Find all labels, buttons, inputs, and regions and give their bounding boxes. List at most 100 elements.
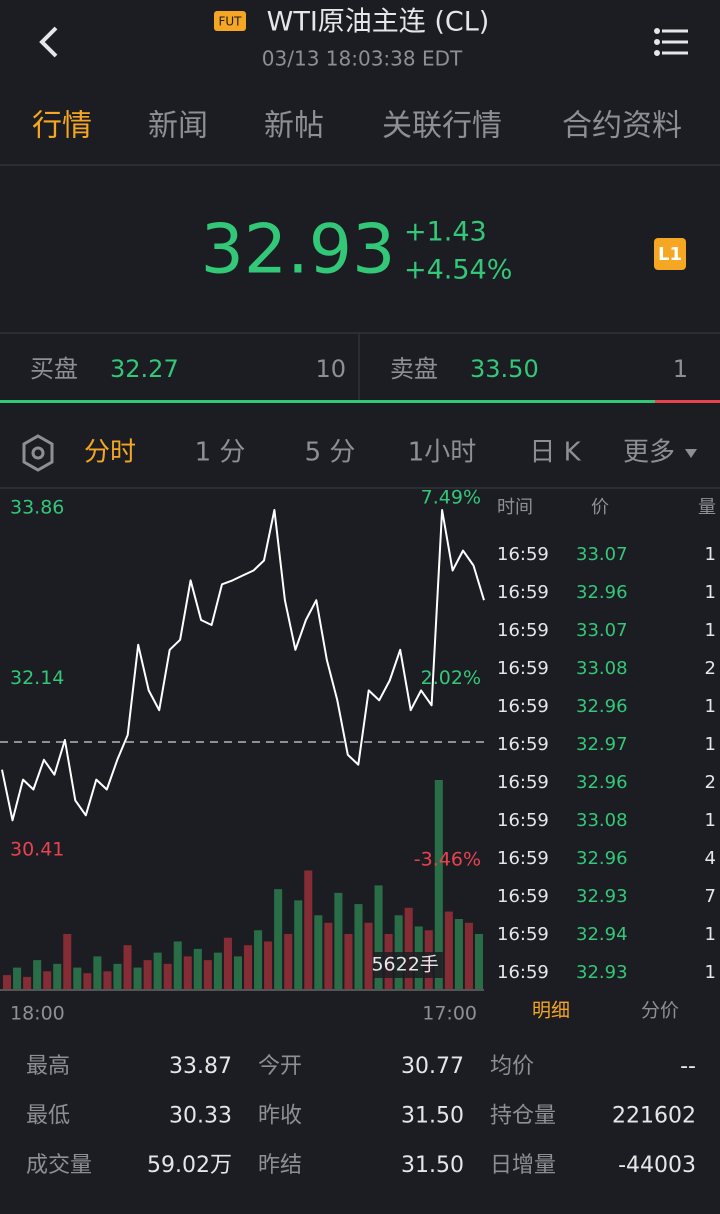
trade-cell: 16:59 xyxy=(497,810,549,831)
tab[interactable]: 关联行情 xyxy=(382,109,502,144)
trade-cell: 32.97 xyxy=(576,734,628,755)
change-pct: +4.54% xyxy=(404,255,512,286)
volume-bar xyxy=(173,941,182,990)
stats-table: 最高 33.87 今开 30.77 均价 -- 最低 30.33 昨收 31.50 持仓量 22160… xyxy=(26,1054,696,1178)
x-tick-label: 18:00 xyxy=(10,1003,65,1025)
volume-bar xyxy=(53,963,62,990)
trade-cell: 16:59 xyxy=(497,848,549,869)
volume-bar xyxy=(434,780,443,990)
volume-bar xyxy=(223,937,232,990)
trade-cell: 16:59 xyxy=(497,772,549,793)
volume-bar xyxy=(153,952,162,990)
trade-cell: 32.93 xyxy=(576,886,628,907)
tab[interactable]: 新帖 xyxy=(264,109,324,144)
volume-bar xyxy=(33,960,42,990)
x-tick-label: 17:00 xyxy=(422,1003,477,1025)
trade-cell: 7 xyxy=(705,886,716,907)
percent-tick-label: 7.49% xyxy=(421,487,481,509)
last-price: 32.93 xyxy=(201,211,396,290)
trade-cell: 32.93 xyxy=(576,962,628,983)
level-badge-bg xyxy=(654,238,686,270)
tab[interactable]: 新闻 xyxy=(148,109,208,144)
y-tick-label: 33.86 xyxy=(10,497,64,519)
trade-cell: 2 xyxy=(705,772,716,793)
stat-label: 成交量 xyxy=(26,1153,92,1178)
volume-bar xyxy=(254,930,263,990)
settings-icon[interactable] xyxy=(22,434,54,472)
trade-cell: 32.96 xyxy=(576,848,628,869)
back-button[interactable] xyxy=(39,26,58,58)
tab[interactable]: 合约资料 xyxy=(562,109,682,144)
stat-label: 昨结 xyxy=(258,1153,302,1178)
stat-label: 均价 xyxy=(490,1054,534,1079)
trade-cell: 1 xyxy=(705,620,716,641)
period-tab[interactable]: 1 分 xyxy=(195,438,246,468)
trade-cell: 16:59 xyxy=(497,962,549,983)
period-tabs: 分时 1 分 5 分 1小时 日 K 更多 xyxy=(84,438,675,468)
stat-value: 31.50 xyxy=(401,1104,464,1129)
volume-bar xyxy=(73,967,82,990)
trade-list: 时间 价 量 16:59 33.07 1 16:59 32.96 1 16:59 33.07 1 16:… xyxy=(497,497,716,1022)
percent-tick-label: 2.02% xyxy=(421,667,481,689)
tab-bar: 行情 新闻 新帖 关联行情 合约资料 xyxy=(32,109,682,144)
trade-cell: 1 xyxy=(705,810,716,831)
trade-cell: 33.07 xyxy=(576,620,628,641)
trade-cell: 1 xyxy=(705,924,716,945)
trade-header: 时间 xyxy=(497,497,533,518)
volume-bar xyxy=(103,971,112,990)
period-tab[interactable]: 1小时 xyxy=(408,438,477,468)
volume-bar xyxy=(314,915,323,990)
volume-bar xyxy=(304,870,313,990)
volume-bar xyxy=(474,933,483,990)
volume-bar xyxy=(364,922,373,990)
stat-label: 今开 xyxy=(258,1054,302,1079)
trade-cell: 33.08 xyxy=(576,658,628,679)
period-tab[interactable]: 5 分 xyxy=(305,438,356,468)
price-line xyxy=(1,509,485,822)
change: +1.43 xyxy=(404,217,487,248)
volume-bar xyxy=(264,941,273,990)
tab[interactable]: 行情 xyxy=(32,109,92,144)
stat-value: -44003 xyxy=(618,1153,696,1178)
dropdown-arrow[interactable] xyxy=(685,449,697,458)
stat-value: 31.50 xyxy=(401,1153,464,1178)
title: WTI原油主连 (CL) xyxy=(267,7,490,38)
volume-bar xyxy=(444,911,453,990)
volume-bar xyxy=(404,907,413,990)
trade-cell: 32.96 xyxy=(576,696,628,717)
volume-bar xyxy=(193,948,202,990)
trade-tab[interactable]: 明细 xyxy=(532,1000,570,1022)
trade-cell: 1 xyxy=(705,544,716,565)
period-tab[interactable]: 更多 xyxy=(623,438,675,468)
fut-badge: FUT xyxy=(218,15,242,29)
badge-bg xyxy=(214,11,246,31)
volume-bar xyxy=(284,933,293,990)
trade-cell: 1 xyxy=(705,962,716,983)
period-tab[interactable]: 日 K xyxy=(529,438,581,468)
level-badge[interactable]: L1 xyxy=(658,244,682,265)
volume-bar xyxy=(294,900,303,990)
volume-bar xyxy=(233,956,242,990)
trade-cell: 32.96 xyxy=(576,582,628,603)
volume-bar xyxy=(93,956,102,990)
bid-strength xyxy=(0,400,655,403)
volume-bar xyxy=(183,956,192,990)
bid-price: 32.27 xyxy=(110,355,179,383)
stat-label: 昨收 xyxy=(258,1104,302,1129)
trade-cell: 32.94 xyxy=(576,924,628,945)
volume-bar xyxy=(213,952,222,990)
menu-button[interactable] xyxy=(654,28,689,56)
volume-bar xyxy=(133,967,142,990)
trade-cell: 2 xyxy=(705,658,716,679)
trade-cell: 16:59 xyxy=(497,734,549,755)
volume-bar xyxy=(163,963,172,990)
stat-value: 30.33 xyxy=(169,1104,232,1129)
trade-cell: 33.07 xyxy=(576,544,628,565)
trade-tab[interactable]: 分价 xyxy=(641,1000,679,1022)
volume-bar xyxy=(203,960,212,990)
period-tab[interactable]: 分时 xyxy=(84,438,136,468)
bid-label: 买盘 xyxy=(30,355,78,383)
